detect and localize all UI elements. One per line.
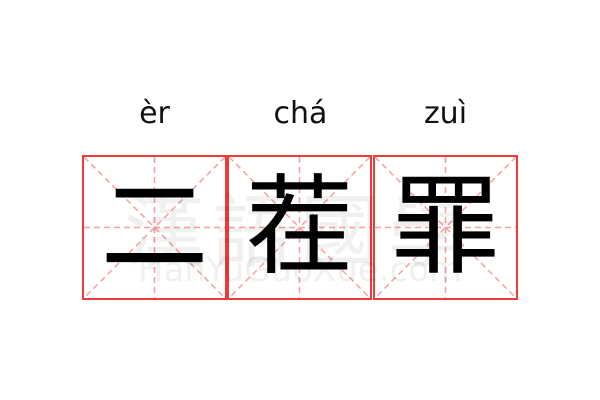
guide-lines	[375, 157, 516, 298]
hanzi-1: 茬	[245, 164, 354, 290]
character-grid: 二 茬 罪	[82, 155, 518, 300]
character-cell: 茬	[227, 155, 372, 300]
hanzi-2: 罪	[391, 164, 500, 290]
character-cell: 二	[82, 155, 227, 300]
guide-lines	[84, 157, 225, 298]
pinyin-1: chá	[273, 96, 328, 131]
pinyin-0: èr	[139, 96, 170, 131]
character-cell: 罪	[373, 155, 518, 300]
guide-lines	[229, 157, 370, 298]
hanzi-0: 二	[100, 164, 209, 290]
pinyin-2: zuì	[423, 96, 468, 131]
